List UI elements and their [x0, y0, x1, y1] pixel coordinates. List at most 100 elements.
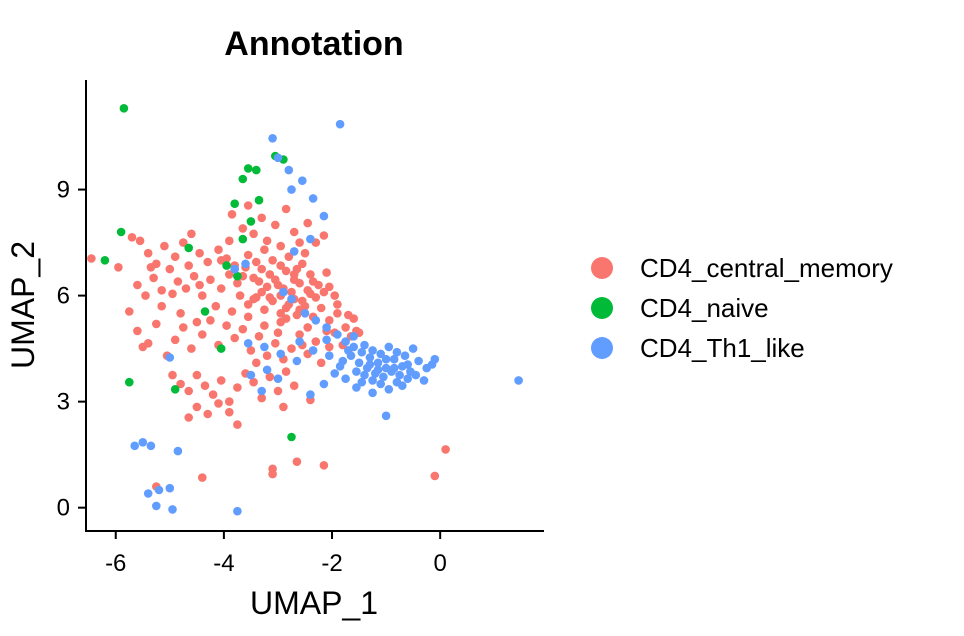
data-point: [127, 233, 137, 242]
data-point: [281, 314, 291, 323]
data-point: [243, 339, 253, 348]
data-point: [195, 280, 204, 290]
data-point: [146, 263, 156, 272]
data-point: [200, 307, 210, 316]
y-axis-title: UMAP_2: [5, 241, 41, 369]
data-point: [138, 438, 148, 447]
data-point: [116, 227, 126, 237]
data-point: [295, 337, 304, 346]
data-point: [222, 261, 231, 270]
chart-title: Annotation: [224, 25, 403, 63]
legend: CD4_central_memory CD4_naive CD4_Th1_like: [591, 253, 893, 363]
data-point: [170, 385, 180, 394]
data-point: [243, 164, 253, 173]
data-point: [146, 441, 156, 451]
data-point: [203, 409, 212, 419]
data-point: [430, 354, 440, 364]
data-point: [300, 309, 310, 318]
data-point: [184, 243, 193, 253]
data-point: [225, 397, 234, 406]
data-point: [330, 369, 340, 378]
data-point: [233, 383, 242, 392]
data-point: [292, 457, 302, 467]
data-point: [289, 270, 299, 279]
data-point: [249, 377, 258, 387]
data-point: [430, 471, 440, 481]
data-point: [243, 312, 253, 322]
data-point: [262, 351, 272, 361]
data-point: [381, 411, 391, 421]
data-point: [165, 483, 175, 493]
data-point: [287, 432, 296, 442]
legend-label: CD4_central_memory: [640, 253, 893, 283]
data-point: [276, 309, 286, 318]
data-point: [389, 363, 399, 373]
data-point: [189, 271, 199, 281]
data-point: [379, 372, 388, 382]
data-point: [254, 277, 264, 286]
data-point: [216, 376, 226, 385]
data-point: [160, 241, 169, 251]
data-point: [403, 374, 413, 384]
data-point: [265, 372, 275, 382]
data-point: [165, 264, 175, 274]
data-point: [335, 362, 345, 371]
data-point: [295, 330, 304, 339]
data-point: [249, 294, 258, 304]
data-point: [198, 291, 207, 300]
y-axis-ticks: 0 3 6 9: [57, 177, 86, 522]
data-point: [368, 376, 377, 385]
data-point: [181, 284, 191, 293]
data-point: [233, 271, 242, 281]
data-point: [222, 321, 231, 330]
data-point: [333, 309, 342, 318]
data-point: [365, 360, 375, 369]
data-point: [292, 356, 302, 366]
data-point: [200, 381, 210, 391]
data-point: [325, 282, 334, 292]
data-point: [214, 399, 223, 408]
legend-label: CD4_Th1_like: [640, 333, 805, 363]
data-point: [168, 289, 177, 299]
data-point: [143, 248, 153, 258]
data-point: [319, 231, 329, 240]
data-point: [246, 370, 256, 380]
data-point: [184, 386, 193, 396]
data-point: [265, 270, 275, 279]
data-point: [260, 321, 269, 330]
data-point: [192, 370, 202, 380]
data-point: [298, 296, 307, 306]
data-point: [271, 220, 280, 230]
data-point: [273, 153, 283, 163]
data-point: [230, 199, 239, 208]
data-point: [279, 402, 288, 412]
data-point: [143, 489, 153, 498]
data-point: [384, 385, 394, 394]
data-point: [281, 367, 291, 376]
data-point: [281, 303, 291, 313]
data-point: [211, 301, 221, 311]
data-point: [281, 266, 291, 276]
data-point: [206, 316, 215, 325]
data-point: [298, 259, 307, 269]
data-point: [184, 261, 193, 270]
data-point: [238, 234, 248, 244]
y-tick-label: 3: [57, 389, 70, 416]
data-point: [341, 337, 350, 346]
data-point: [176, 309, 185, 318]
data-point: [349, 332, 359, 341]
data-point: [352, 383, 361, 392]
data-point: [246, 346, 256, 355]
data-point: [441, 445, 450, 454]
data-point: [238, 224, 248, 233]
data-point: [303, 323, 313, 332]
points-layer: [87, 104, 523, 516]
data-point: [316, 303, 326, 313]
data-point: [268, 134, 277, 143]
data-point: [306, 289, 315, 299]
data-point: [216, 284, 226, 293]
data-point: [271, 339, 280, 348]
data-point: [281, 204, 291, 214]
legend-label: CD4_naive: [640, 293, 769, 323]
data-point: [279, 287, 288, 297]
